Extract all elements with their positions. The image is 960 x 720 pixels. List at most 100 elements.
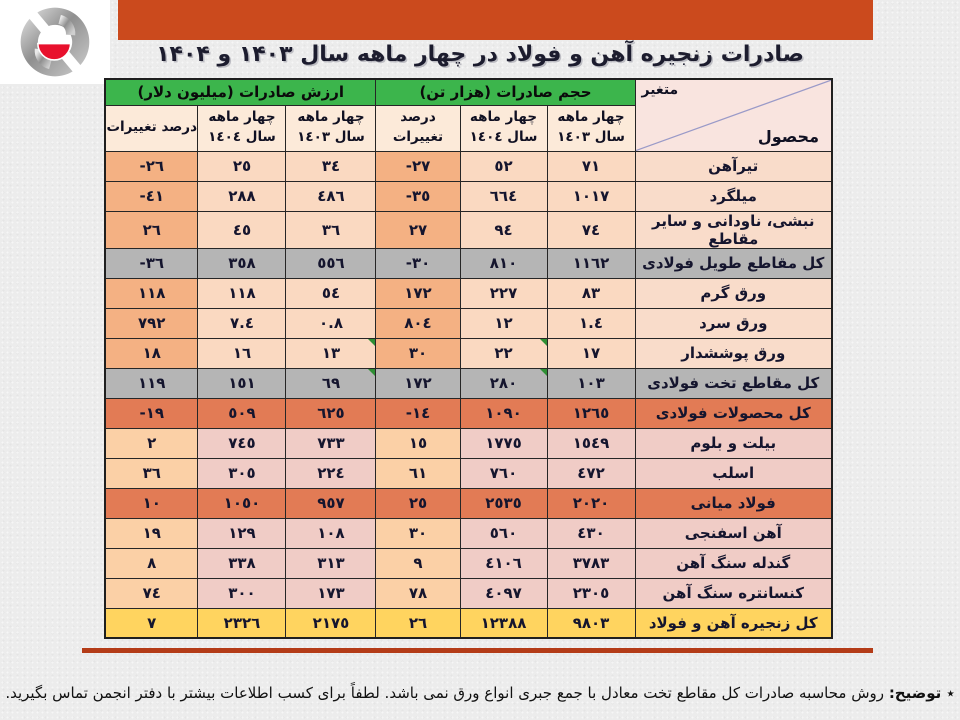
product-cell: فولاد میانی bbox=[634, 487, 833, 519]
cell-val_1403: ٦٢٥ bbox=[285, 397, 377, 429]
cell-vol_1403: ٣٧٨٣ bbox=[546, 547, 636, 579]
cell-val_1404: ٧.٤ bbox=[197, 307, 287, 339]
cell-vol_1404: ٨١٠ bbox=[459, 247, 548, 279]
top-banner bbox=[118, 0, 873, 40]
footnote: ٭ توضیح: روش محاسبه صادرات کل مقاطع تخت … bbox=[0, 684, 960, 702]
cell-vol_1404: ٢٢ bbox=[459, 337, 548, 369]
cell-vol_1403: ١١٦٢ bbox=[546, 247, 636, 279]
cell-val_pct: ١٠ bbox=[104, 487, 199, 519]
cell-vol_1403: ١٧ bbox=[546, 337, 636, 369]
corner-variable-label: متغیر bbox=[641, 82, 679, 98]
cell-vol_1403: ١٠١٧ bbox=[546, 180, 636, 212]
cell-val_pct: ١٨ bbox=[104, 337, 199, 369]
cell-val_pct: ٨ bbox=[104, 547, 199, 579]
cell-vol_1404: ٢٥٣٥ bbox=[459, 487, 548, 519]
subheader-volume-1403: چهار ماهه سال ١٤٠٣ bbox=[546, 104, 636, 152]
cell-val_pct: ٣٦ bbox=[104, 457, 199, 489]
cell-val_1403: ٥٤ bbox=[285, 277, 377, 309]
cell-vol_1404: ١٢ bbox=[459, 307, 548, 339]
cell-vol_pct: -٣٥ bbox=[375, 180, 461, 212]
product-cell: ورق سرد bbox=[634, 307, 833, 339]
cell-val_1403: ٢١٧٥ bbox=[285, 607, 377, 639]
divider-line bbox=[82, 648, 873, 653]
cell-vol_1404: ٢٢٧ bbox=[459, 277, 548, 309]
subheader-volume-pct: درصد تغییرات bbox=[375, 104, 461, 152]
cell-vol_pct: ١٥ bbox=[375, 427, 461, 459]
table-row: اسلب ٤٧٢ ٧٦٠ ٦١ ٢٢٤ ٣٠٥ ٣٦ bbox=[104, 457, 833, 489]
cell-vol_pct: ٧٨ bbox=[375, 577, 461, 609]
cell-vol_pct: ٢٥ bbox=[375, 487, 461, 519]
steel-association-swirl-icon bbox=[20, 5, 90, 79]
cell-val_1403: ٧٣٣ bbox=[285, 427, 377, 459]
cell-val_1404: ٢٣٢٦ bbox=[197, 607, 287, 639]
product-cell: آهن اسفنجی bbox=[634, 517, 833, 549]
cell-val_1404: ٤٥ bbox=[197, 210, 287, 249]
cell-vol_1404: ١٠٩٠ bbox=[459, 397, 548, 429]
cell-val_pct: ٧٤ bbox=[104, 577, 199, 609]
product-cell: کل زنجیره آهن و فولاد bbox=[634, 607, 833, 639]
cell-val_1403: ٥٥٦ bbox=[285, 247, 377, 279]
product-cell: کل مقاطع تخت فولادی bbox=[634, 367, 833, 399]
cell-vol_1403: ١٢٦٥ bbox=[546, 397, 636, 429]
cell-vol_pct: ٢٧ bbox=[375, 210, 461, 249]
cell-vol_pct: ١٧٢ bbox=[375, 277, 461, 309]
product-cell: میلگرد bbox=[634, 180, 833, 212]
product-cell: کل مقاطع طویل فولادی bbox=[634, 247, 833, 279]
group-header-volume: حجم صادرات (هزار تن) bbox=[375, 78, 636, 106]
cell-val_1403: ١٠٨ bbox=[285, 517, 377, 549]
cell-vol_1404: ٥٢ bbox=[459, 150, 548, 182]
cell-val_1404: ٢٥ bbox=[197, 150, 287, 182]
footnote-label: ٭ توضیح: bbox=[888, 684, 955, 702]
subheader-line1: چهار ماهه bbox=[469, 109, 538, 126]
cell-vol_pct: -٣٠ bbox=[375, 247, 461, 279]
product-cell: بیلت و بلوم bbox=[634, 427, 833, 459]
cell-val_1404: ١٦ bbox=[197, 337, 287, 369]
cell-val_1403: ١٣ bbox=[285, 337, 377, 369]
corner-cell: متغیر محصول bbox=[634, 78, 833, 152]
cell-vol_pct: ٢٦ bbox=[375, 607, 461, 639]
cell-vol_1404: ٥٦٠ bbox=[459, 517, 548, 549]
table-row: میلگرد ١٠١٧ ٦٦٤ -٣٥ ٤٨٦ ٢٨٨ -٤١ bbox=[104, 180, 833, 212]
group-header-value: ارزش صادرات (میلیون دلار) bbox=[104, 78, 377, 106]
product-cell: نبشی، ناودانی و سایر مقاطع bbox=[634, 210, 833, 249]
cell-val_pct: -٤١ bbox=[104, 180, 199, 212]
product-cell: ورق گرم bbox=[634, 277, 833, 309]
cell-vol_1404: ٦٦٤ bbox=[459, 180, 548, 212]
table-row: ورق پوششدار ١٧ ٢٢ ٣٠ ١٣ ١٦ ١٨ bbox=[104, 337, 833, 369]
table-row: کل زنجیره آهن و فولاد ٩٨٠٣ ١٢٣٨٨ ٢٦ ٢١٧٥ ٢٣٢٦… bbox=[104, 607, 833, 639]
table-row: فولاد میانی ٢٠٢٠ ٢٥٣٥ ٢٥ ٩٥٧ ١٠٥٠ ١٠ bbox=[104, 487, 833, 519]
table-row: کنسانتره سنگ آهن ٢٣٠٥ ٤٠٩٧ ٧٨ ١٧٣ ٣٠٠ ٧٤ bbox=[104, 577, 833, 609]
cell-val_1404: ٣٥٨ bbox=[197, 247, 287, 279]
cell-val_pct: ١١٩ bbox=[104, 367, 199, 399]
table-row: کل محصولات فولادی ١٢٦٥ ١٠٩٠ -١٤ ٦٢٥ ٥٠٩ -١٩ bbox=[104, 397, 833, 429]
product-cell: گندله سنگ آهن bbox=[634, 547, 833, 579]
footnote-text: روش محاسبه صادرات کل مقاطع تخت معادل با … bbox=[5, 684, 885, 702]
cell-vol_pct: ٣٠ bbox=[375, 337, 461, 369]
cell-vol_pct: -١٤ bbox=[375, 397, 461, 429]
exports-table-wrap: متغیر محصول حجم صادرات (هزار تن) ارزش صا… bbox=[103, 78, 833, 639]
cell-vol_pct: ٨٠٤ bbox=[375, 307, 461, 339]
table-row: نبشی، ناودانی و سایر مقاطع ٧٤ ٩٤ ٢٧ ٣٦ ٤٥ ٢٦ bbox=[104, 210, 833, 249]
cell-val_1404: ٥٠٩ bbox=[197, 397, 287, 429]
table-row: ورق سرد ١.٤ ١٢ ٨٠٤ ٠.٨ ٧.٤ ٧٩٢ bbox=[104, 307, 833, 339]
cell-val_pct: -٢٦ bbox=[104, 150, 199, 182]
product-cell: ورق پوششدار bbox=[634, 337, 833, 369]
subheader-value-pct: درصد تغییرات bbox=[104, 104, 199, 152]
table-row: کل مقاطع تخت فولادی ١٠٣ ٢٨٠ ١٧٢ ٦٩ ١٥١ ١١٩ bbox=[104, 367, 833, 399]
cell-vol_1403: ٢٣٠٥ bbox=[546, 577, 636, 609]
cell-val_1404: ٣٠٥ bbox=[197, 457, 287, 489]
cell-val_1403: ٣١٣ bbox=[285, 547, 377, 579]
cell-val_1403: ٤٨٦ bbox=[285, 180, 377, 212]
cell-val_1404: ٧٤٥ bbox=[197, 427, 287, 459]
subheader-line2: سال ١٤٠٣ bbox=[557, 129, 625, 145]
exports-table: متغیر محصول حجم صادرات (هزار تن) ارزش صا… bbox=[103, 78, 833, 639]
cell-val_1403: ٣٦ bbox=[285, 210, 377, 249]
cell-vol_pct: ٦١ bbox=[375, 457, 461, 489]
table-row: آهن اسفنجی ٤٣٠ ٥٦٠ ٣٠ ١٠٨ ١٢٩ ١٩ bbox=[104, 517, 833, 549]
subheader-line2: سال ١٤٠٤ bbox=[208, 129, 276, 145]
cell-vol_1404: ٩٤ bbox=[459, 210, 548, 249]
cell-vol_1403: ٤٧٢ bbox=[546, 457, 636, 489]
cell-val_pct: ٧٩٢ bbox=[104, 307, 199, 339]
subheader-line1: چهار ماهه bbox=[208, 109, 276, 126]
cell-val_pct: ٢٦ bbox=[104, 210, 199, 249]
